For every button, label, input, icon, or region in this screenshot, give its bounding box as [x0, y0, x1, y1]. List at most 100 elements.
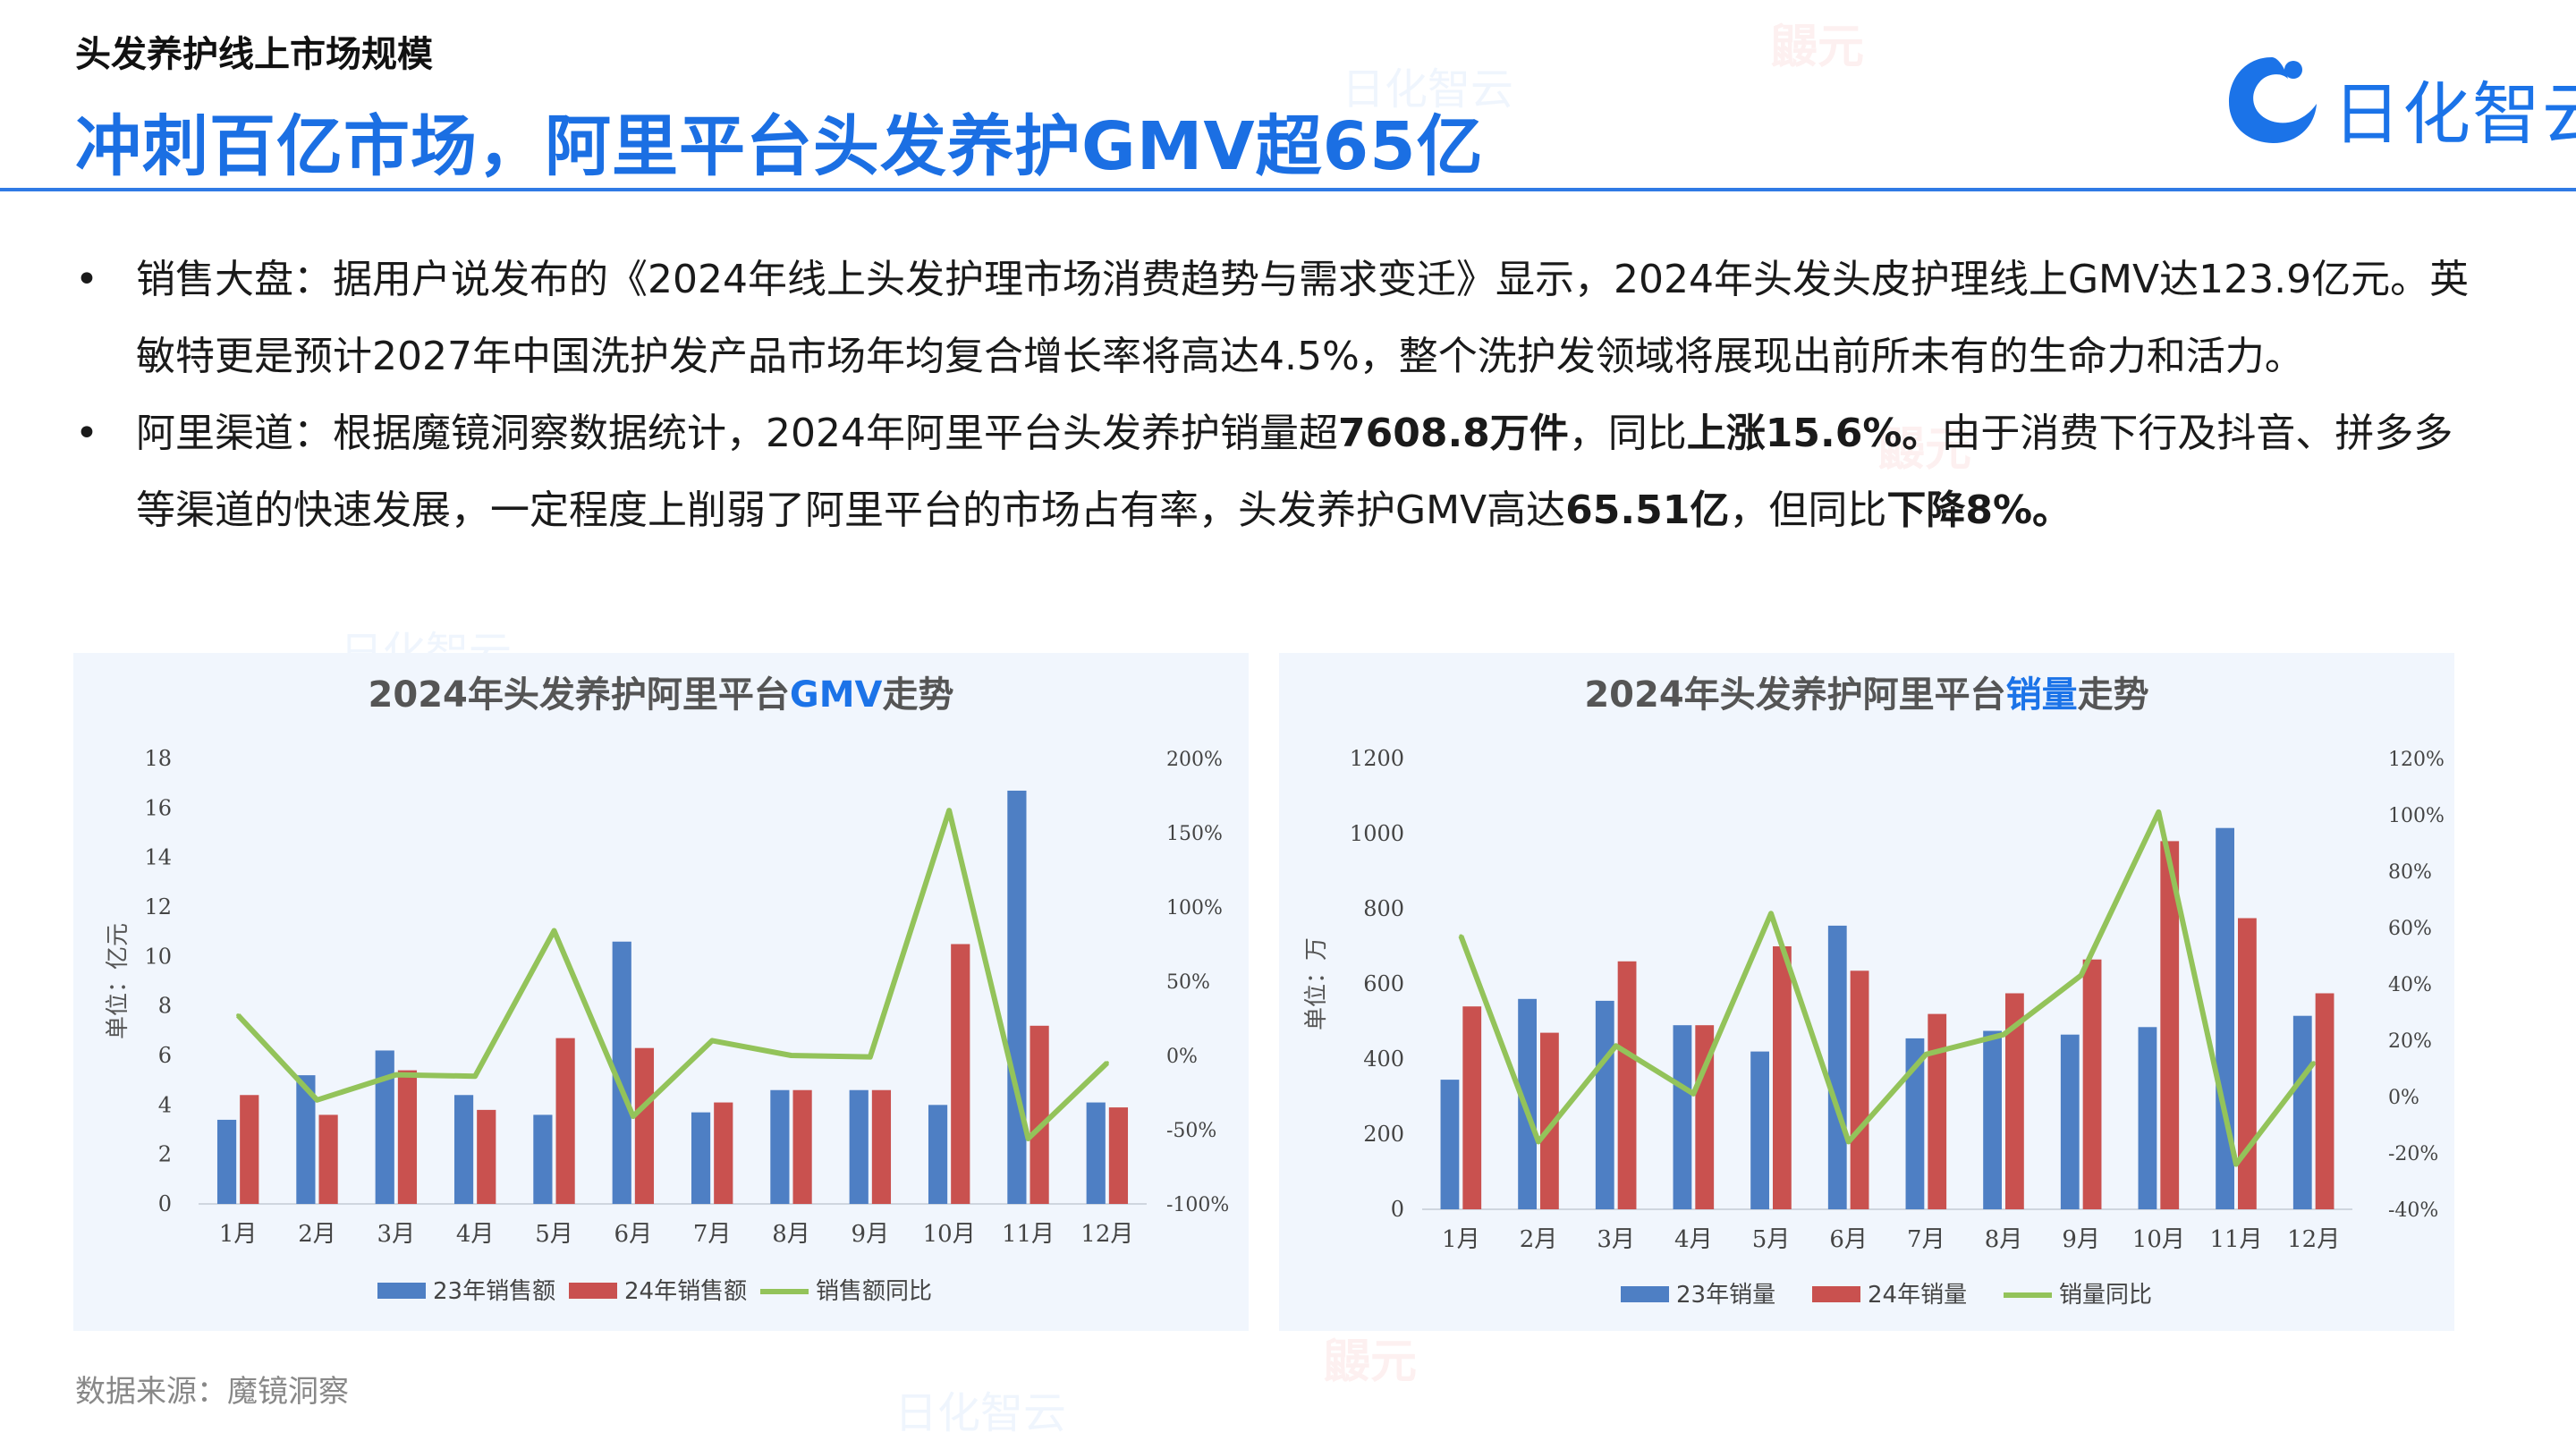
- bar-2023: [375, 1050, 394, 1204]
- yoy-point: [552, 928, 556, 933]
- bar-2023: [1595, 1000, 1614, 1209]
- y-tick-label: 8: [158, 994, 172, 1019]
- yoy-point: [1105, 1061, 1109, 1065]
- bar-2024: [1617, 961, 1637, 1209]
- y2-tick-label: 60%: [2388, 918, 2432, 940]
- bullet-text: 由于消费下行及抖音、拼多多等渠道的快速发展，一定程度上削弱了阿里平台的市场占有率…: [136, 411, 2453, 533]
- yoy-point: [1691, 1091, 1696, 1096]
- bar-2024: [477, 1109, 496, 1204]
- x-tick-label: 11月: [2209, 1226, 2262, 1253]
- x-tick-label: 2月: [298, 1221, 336, 1248]
- y2-tick-label: -100%: [1166, 1194, 1229, 1216]
- bar-2024: [555, 1038, 575, 1204]
- brand-mark-icon: [2229, 57, 2317, 143]
- volume-chart-panel: 2024年头发养护阿里平台销量走势 单位：万 0 200 400 600 800 1000 12…: [1279, 653, 2454, 1331]
- y2-tick-label: 100%: [2388, 805, 2445, 827]
- x-tick-label: 10月: [923, 1221, 976, 1248]
- bullet-highlight: 下降8%。: [1886, 487, 2072, 533]
- bar-2023: [1750, 1051, 1769, 1209]
- chart-title: 2024年头发养护阿里平台GMV走势: [369, 674, 954, 716]
- bullet-highlight: 65.51亿: [1565, 487, 1730, 533]
- y-tick-label: 6: [158, 1043, 172, 1068]
- bullet-highlight: 7608.8万件: [1337, 411, 1569, 456]
- brand-logo-text: 日化智云: [2333, 74, 2576, 154]
- legend-label: 销售额同比: [816, 1278, 932, 1305]
- y2-tick-label: -20%: [2388, 1143, 2438, 1165]
- y2-tick-label: -40%: [2388, 1199, 2438, 1222]
- bar-2023: [770, 1089, 790, 1204]
- y-tick-label: 0: [158, 1191, 172, 1216]
- y2-tick-label: 120%: [2388, 749, 2445, 771]
- y-tick-label: 12: [144, 894, 172, 919]
- bullet-ali-channel: • 阿里渠道：根据魔镜洞察数据统计，2024年阿里平台头发养护销量超7608.8…: [75, 395, 2490, 549]
- y2-tick-label: -50%: [1166, 1120, 1216, 1142]
- bar-2023: [1440, 1080, 1460, 1209]
- watermark-brand-a: 鼹元: [1324, 1335, 1418, 1389]
- yoy-point: [2311, 1061, 2316, 1065]
- yoy-point: [1614, 1044, 1618, 1048]
- x-tick-label: 1月: [219, 1221, 258, 1248]
- bar-2024: [951, 944, 970, 1204]
- x-tick-label: 9月: [852, 1221, 890, 1248]
- x-tick-label: 12月: [1080, 1221, 1133, 1248]
- yoy-point: [2157, 809, 2161, 814]
- bar-2024: [397, 1070, 418, 1204]
- bullet-highlight: 上涨15.6%。: [1686, 411, 1942, 456]
- bar-2023: [216, 1119, 237, 1204]
- bar-2024: [714, 1102, 733, 1204]
- y-axis-label: 单位：万: [1303, 937, 1330, 1030]
- bar-2024: [871, 1089, 892, 1204]
- yoy-point: [1846, 1140, 1851, 1144]
- bullet-dot: •: [75, 411, 98, 456]
- y-tick-label: 1000: [1350, 821, 1404, 846]
- y-tick-label: 400: [1363, 1046, 1404, 1072]
- bullet-dot: •: [75, 257, 98, 302]
- bar-2023: [2292, 1015, 2312, 1209]
- bar-2024: [1773, 946, 1792, 1209]
- x-tick-label: 2月: [1520, 1226, 1558, 1253]
- yoy-point: [2002, 1032, 2005, 1037]
- y2-tick-label: 150%: [1166, 823, 1223, 845]
- y-tick-label: 18: [144, 746, 172, 771]
- chart-title-prefix: 2024年头发养护阿里平台: [1584, 674, 2005, 716]
- bullet-text: ，同比: [1568, 411, 1687, 456]
- legend-swatch: [569, 1283, 617, 1299]
- legend-label: 24年销售额: [624, 1278, 747, 1305]
- yoy-line: [235, 808, 1109, 1141]
- yoy-point: [1537, 1140, 1540, 1144]
- legend-label: 销量同比: [2059, 1282, 2152, 1309]
- bar-2023: [533, 1114, 553, 1204]
- bar-2023: [612, 941, 631, 1204]
- bar-2023: [849, 1089, 869, 1204]
- y-tick-label: 1200: [1350, 746, 1404, 771]
- yoy-point: [315, 1097, 319, 1102]
- yoy-point: [394, 1072, 398, 1077]
- bar-2024: [2315, 993, 2334, 1209]
- data-source-note: 数据来源：魔镜洞察: [75, 1374, 349, 1410]
- bullet-text: 销售大盘：据用户说发布的《2024年线上头发护理市场消费趋势与需求变迁》显示，2…: [136, 257, 2470, 379]
- yoy-line: [1458, 809, 2317, 1167]
- bar-2023: [1827, 925, 1847, 1209]
- bar-2023: [2216, 827, 2234, 1209]
- bar-2023: [1905, 1038, 1925, 1209]
- bullet-text: ，但同比: [1729, 487, 1887, 533]
- watermark-brand-b: 日化智云: [894, 1388, 1067, 1438]
- chart-title-suffix: 走势: [882, 674, 953, 716]
- y-tick-label: 200: [1363, 1122, 1404, 1147]
- y-tick-label: 4: [158, 1092, 172, 1117]
- y2-tick-label: 100%: [1166, 897, 1223, 919]
- watermark-brand-a: 鼹元: [1771, 21, 1865, 74]
- bar-2024: [1030, 1025, 1049, 1204]
- bar-2024: [1928, 1013, 1947, 1209]
- page-title: 冲刺百亿市场，阿里平台头发养护GMV超65亿: [75, 108, 1484, 185]
- y2-tick-label: 0%: [2388, 1087, 2419, 1109]
- x-tick-label: 1月: [1442, 1226, 1480, 1253]
- x-tick-label: 8月: [1985, 1226, 2023, 1253]
- yoy-point: [236, 1013, 241, 1018]
- x-tick-label: 6月: [614, 1221, 653, 1248]
- header-divider: [0, 188, 2576, 191]
- bar-2024: [1462, 1006, 1482, 1209]
- y2-tick-label: 20%: [2388, 1030, 2432, 1053]
- bar-2023: [1007, 790, 1027, 1204]
- chart-title-suffix: 走势: [2078, 674, 2149, 716]
